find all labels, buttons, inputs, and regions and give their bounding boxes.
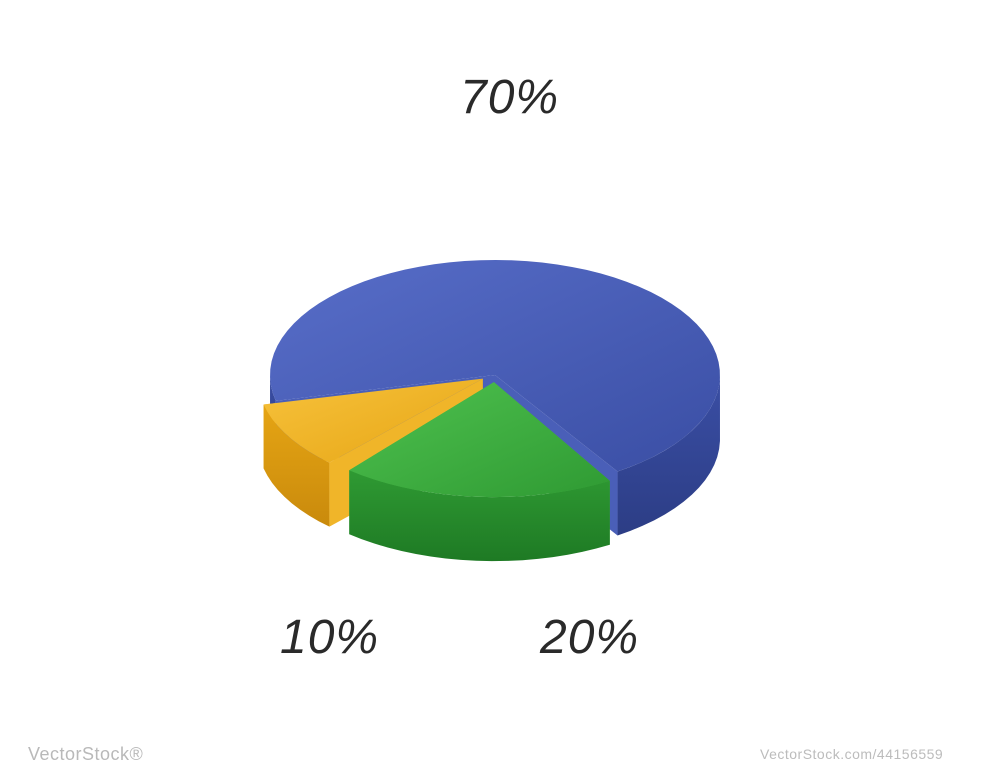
watermark-id: VectorStock.com/44156559 xyxy=(760,746,943,762)
watermark-brand: VectorStock® xyxy=(28,744,143,765)
slice-label-70: 70% xyxy=(460,70,559,125)
slice-label-10: 10% xyxy=(280,610,379,665)
slice-label-20: 20% xyxy=(540,610,639,665)
chart-stage: 70% 20% 10% VectorStock® VectorStock.com… xyxy=(0,0,1000,780)
